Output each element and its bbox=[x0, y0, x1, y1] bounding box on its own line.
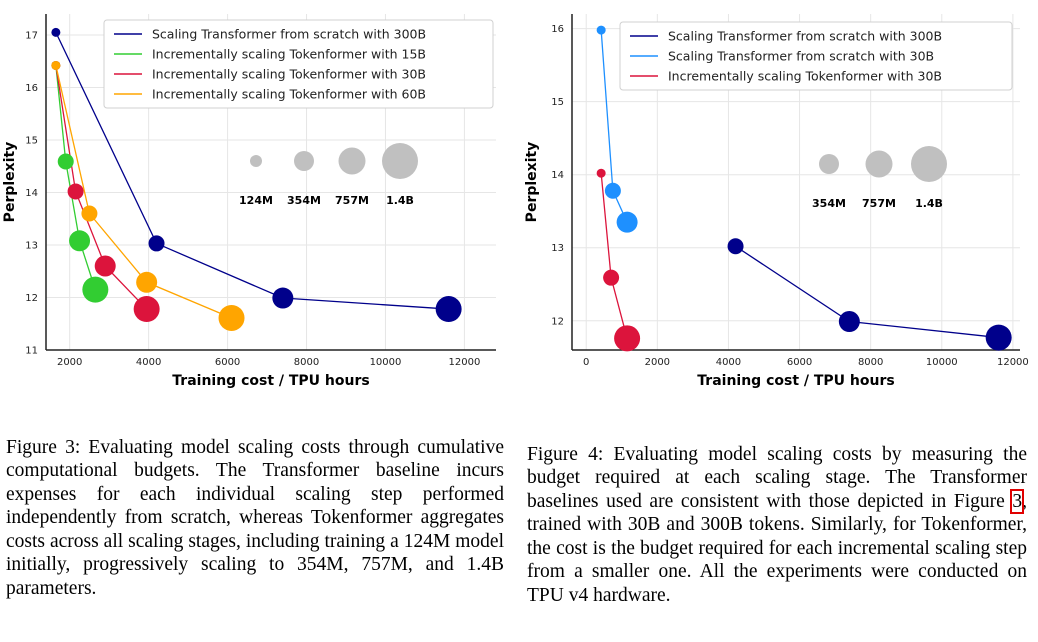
x-tick-label: 4000 bbox=[716, 357, 741, 368]
x-tick-label: 2000 bbox=[645, 357, 670, 368]
size-legend-label: 757M bbox=[335, 194, 369, 207]
x-tick-label: 6000 bbox=[215, 357, 240, 368]
y-tick-label: 16 bbox=[551, 24, 564, 35]
x-tick-label: 4000 bbox=[136, 357, 161, 368]
size-legend-label: 757M bbox=[862, 197, 896, 210]
data-point bbox=[603, 269, 620, 286]
data-point bbox=[51, 60, 61, 70]
y-tick-label: 15 bbox=[551, 97, 564, 108]
figure-3-chart: 2000 4000 6000 8000 10000 12000 11 12 13 14 15 16 17… bbox=[2, 14, 496, 389]
series-line bbox=[55, 65, 96, 290]
legend-box bbox=[619, 21, 1013, 91]
series-line bbox=[735, 245, 999, 339]
y-tick-label: 16 bbox=[25, 83, 38, 94]
size-legend-label: 354M bbox=[812, 197, 846, 210]
data-point bbox=[985, 324, 1012, 351]
y-tick-label: 14 bbox=[25, 188, 38, 199]
caption-text-end: , trained with 30B and 300B tokens. Simi… bbox=[527, 490, 1027, 606]
data-point bbox=[57, 153, 74, 170]
size-legend-label: 1.4B bbox=[386, 194, 414, 207]
data-point bbox=[727, 238, 744, 255]
legend-entry: Incrementally scaling Tokenformer with 3… bbox=[152, 67, 426, 82]
caption-text-start: Figure 4: Evaluating model scaling costs… bbox=[527, 443, 1027, 512]
legend-entry: Incrementally scaling Tokenformer with 3… bbox=[668, 69, 942, 84]
size-legend-bubble bbox=[250, 155, 262, 167]
size-legend-label: 1.4B bbox=[915, 197, 943, 210]
x-tick-label: 0 bbox=[583, 357, 589, 368]
series-line bbox=[55, 65, 148, 310]
x-axis-label: Training cost / TPU hours bbox=[697, 373, 894, 389]
data-point bbox=[435, 296, 462, 323]
legend-entry: Scaling Transformer from scratch with 30… bbox=[668, 29, 942, 44]
y-tick-label: 12 bbox=[551, 316, 564, 327]
x-tick-label: 8000 bbox=[294, 357, 319, 368]
size-legend-bubble bbox=[865, 150, 893, 178]
legend-entry: Incrementally scaling Tokenformer with 6… bbox=[152, 87, 426, 102]
y-axis-label: Perplexity bbox=[2, 142, 18, 223]
x-tick-label: 12000 bbox=[449, 357, 481, 368]
size-legend-bubble bbox=[338, 147, 366, 175]
x-axis-label: Training cost / TPU hours bbox=[172, 373, 369, 389]
data-point bbox=[614, 325, 641, 352]
size-legend-label: 354M bbox=[287, 194, 321, 207]
data-point bbox=[148, 235, 165, 252]
data-point bbox=[82, 276, 109, 303]
y-tick-label: 14 bbox=[551, 170, 564, 181]
y-tick-label: 11 bbox=[25, 346, 38, 357]
figure-4-caption: Figure 4: Evaluating model scaling costs… bbox=[527, 443, 1027, 608]
x-tick-label: 2000 bbox=[57, 357, 82, 368]
x-tick-label: 6000 bbox=[787, 357, 812, 368]
figure-reference-link[interactable]: 3 bbox=[1010, 488, 1025, 514]
data-point bbox=[616, 211, 638, 233]
y-tick-label: 12 bbox=[25, 293, 38, 304]
x-tick-label: 8000 bbox=[858, 357, 883, 368]
x-tick-label: 10000 bbox=[926, 357, 958, 368]
y-tick-label: 13 bbox=[25, 241, 38, 252]
figure-4-chart: 0 2000 4000 6000 8000 10000 12000 12 13 14 15 16 Tra… bbox=[524, 14, 1029, 389]
size-legend-bubble bbox=[911, 146, 947, 182]
y-tick-label: 15 bbox=[25, 136, 38, 147]
data-point bbox=[67, 183, 84, 200]
y-tick-label: 13 bbox=[551, 243, 564, 254]
legend-entry: Scaling Transformer from scratch with 30… bbox=[152, 27, 426, 42]
data-point bbox=[136, 271, 158, 293]
y-axis-label: Perplexity bbox=[524, 142, 540, 223]
data-point bbox=[81, 205, 98, 222]
legend-box bbox=[103, 19, 494, 109]
x-tick-label: 10000 bbox=[370, 357, 402, 368]
data-point bbox=[94, 255, 116, 277]
data-point bbox=[272, 287, 294, 309]
data-point bbox=[838, 311, 860, 333]
data-point bbox=[218, 304, 245, 331]
data-point bbox=[596, 168, 606, 178]
y-tick-label: 17 bbox=[25, 31, 38, 42]
data-point bbox=[604, 182, 621, 199]
data-point bbox=[596, 25, 606, 35]
data-point bbox=[69, 230, 91, 252]
size-legend-bubble bbox=[382, 143, 418, 179]
series-line bbox=[55, 65, 232, 319]
size-legend-label: 124M bbox=[239, 194, 273, 207]
series-line bbox=[55, 32, 449, 310]
data-point bbox=[133, 296, 160, 323]
figure-3-caption: Figure 3: Evaluating model scaling costs… bbox=[6, 436, 504, 599]
legend-entry: Scaling Transformer from scratch with 30… bbox=[668, 49, 934, 64]
size-legend-bubble bbox=[294, 151, 314, 171]
data-point bbox=[51, 27, 61, 37]
x-tick-label: 12000 bbox=[997, 357, 1029, 368]
size-legend-bubble bbox=[819, 154, 839, 174]
legend-entry: Incrementally scaling Tokenformer with 1… bbox=[152, 47, 426, 62]
